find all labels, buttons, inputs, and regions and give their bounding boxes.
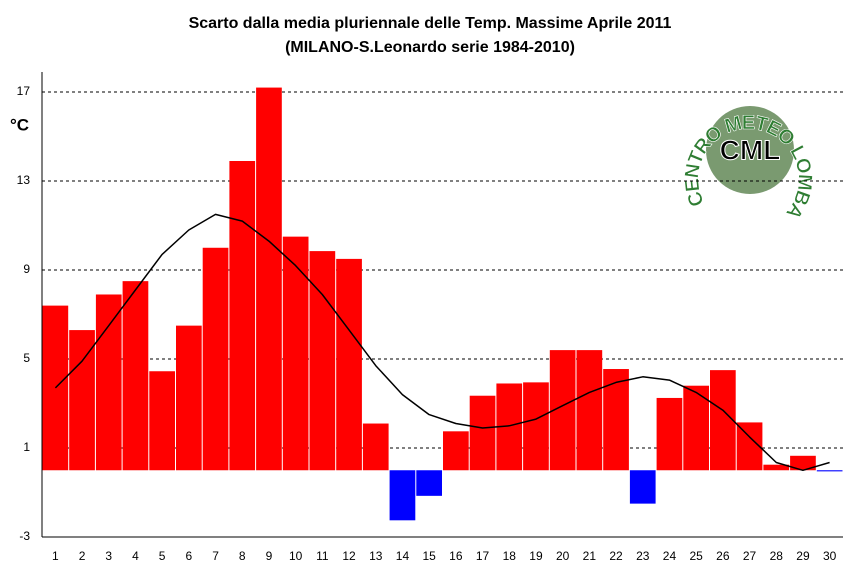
x-tick-label: 5 bbox=[159, 549, 166, 563]
y-tick-label: -3 bbox=[19, 529, 30, 543]
bar bbox=[656, 397, 683, 471]
bar bbox=[122, 281, 149, 471]
bar bbox=[763, 464, 790, 471]
y-tick-label: 13 bbox=[17, 173, 31, 187]
bar bbox=[523, 382, 549, 471]
bar bbox=[629, 470, 656, 504]
x-tick-label: 23 bbox=[636, 549, 650, 563]
x-tick-label: 15 bbox=[422, 549, 436, 563]
y-tick-label: 5 bbox=[23, 351, 30, 365]
x-tick-label: 8 bbox=[239, 549, 246, 563]
y-tick-label: 1 bbox=[23, 440, 30, 454]
bar bbox=[469, 395, 496, 471]
x-tick-label: 18 bbox=[503, 549, 517, 563]
logo-disc bbox=[706, 106, 794, 194]
x-tick-label: 19 bbox=[529, 549, 543, 563]
x-tick-label: 4 bbox=[132, 549, 139, 563]
bar bbox=[736, 422, 763, 471]
x-tick-label: 24 bbox=[663, 549, 677, 563]
x-tick-label: 17 bbox=[476, 549, 490, 563]
y-tick-label: 9 bbox=[23, 262, 30, 276]
bar bbox=[389, 470, 416, 521]
chart-subtitle: (MILANO-S.Leonardo serie 1984-2010) bbox=[285, 39, 575, 56]
x-tick-label: 26 bbox=[716, 549, 730, 563]
x-tick-label: 27 bbox=[743, 549, 757, 563]
bar bbox=[229, 160, 256, 471]
y-tick-label: 17 bbox=[17, 84, 31, 98]
bar bbox=[362, 423, 389, 471]
bar bbox=[443, 431, 469, 471]
x-tick-label: 10 bbox=[289, 549, 303, 563]
x-tick-label: 7 bbox=[212, 549, 219, 563]
x-tick-label: 6 bbox=[186, 549, 193, 563]
x-tick-label: 22 bbox=[609, 549, 623, 563]
x-tick-label: 20 bbox=[556, 549, 570, 563]
bar bbox=[790, 455, 816, 471]
x-tick-label: 11 bbox=[316, 549, 329, 563]
x-tick-label: 13 bbox=[369, 549, 383, 563]
x-tick-label: 28 bbox=[770, 549, 784, 563]
bar bbox=[683, 385, 709, 471]
bar bbox=[710, 370, 736, 471]
x-tick-label: 25 bbox=[689, 549, 703, 563]
x-tick-label: 2 bbox=[79, 549, 86, 563]
x-tick-label: 9 bbox=[266, 549, 273, 563]
x-tick-label: 14 bbox=[396, 549, 410, 563]
x-tick-label: 12 bbox=[342, 549, 356, 563]
bar bbox=[816, 470, 843, 472]
bar bbox=[176, 325, 202, 471]
x-tick-label: 3 bbox=[105, 549, 112, 563]
chart-title: Scarto dalla media pluriennale delle Tem… bbox=[189, 15, 672, 32]
bar bbox=[603, 369, 629, 471]
bar bbox=[416, 470, 442, 496]
bar bbox=[69, 330, 95, 471]
bar bbox=[202, 247, 229, 471]
bar bbox=[336, 258, 362, 471]
bar bbox=[282, 236, 309, 471]
x-tick-label: 21 bbox=[583, 549, 597, 563]
bar bbox=[149, 371, 175, 471]
y-axis-label: °C bbox=[10, 115, 29, 134]
x-tick-label: 29 bbox=[796, 549, 810, 563]
x-tick-label: 1 bbox=[52, 549, 59, 563]
bar bbox=[42, 305, 69, 471]
bar bbox=[95, 294, 122, 471]
trend-line bbox=[54, 213, 830, 472]
bar bbox=[256, 87, 282, 471]
logo-initials: CML bbox=[720, 134, 781, 165]
x-tick-label: 30 bbox=[823, 549, 837, 563]
x-tick-label: 16 bbox=[449, 549, 463, 563]
bar bbox=[576, 350, 603, 471]
bar bbox=[309, 251, 336, 471]
